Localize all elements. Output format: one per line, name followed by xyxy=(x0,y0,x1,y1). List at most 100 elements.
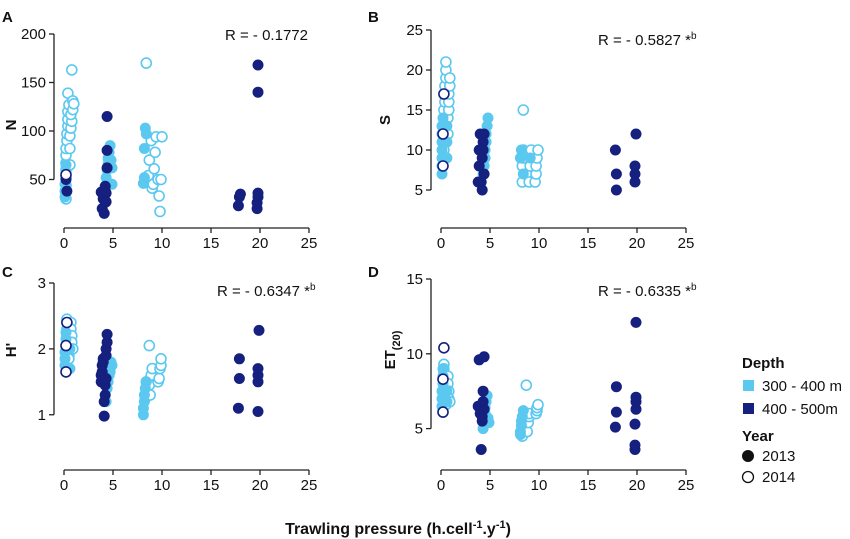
panel-a: A N R = - 0.1772 50 100 150 200 0 5 10 15 20 25 xyxy=(2,9,317,252)
panel-c-x-tick-label: 5 xyxy=(109,477,117,494)
panel-c-ylabel: H' xyxy=(3,343,20,357)
panel-c-point-400-500-2014 xyxy=(61,316,73,329)
panel-a-point-400-500-2013 xyxy=(252,86,264,98)
legend-year-label-2014: 2014 xyxy=(762,469,795,486)
panel-a-y-tick-label: 200 xyxy=(21,26,46,43)
panel-c-point-400-500-2013 xyxy=(100,373,112,384)
panel-c-x-tick-label: 15 xyxy=(203,477,220,494)
panel-b-y-tick-label: 5 xyxy=(415,182,423,199)
panel-a-point-400-500-2013 xyxy=(252,59,264,71)
panel-d-point-400-500-2013 xyxy=(477,385,489,397)
panel-d-x-tick-label: 25 xyxy=(678,477,695,494)
panel-a-point-400-500-2014 xyxy=(60,168,72,181)
legend-year-label-2013: 2013 xyxy=(762,448,795,465)
panel-d-point-400-500-2013 xyxy=(610,381,622,393)
panel-a-point-300-400-2013 xyxy=(138,143,150,154)
panel-d-point-400-500-2014 xyxy=(438,341,450,354)
panel-a-r-value: R = - 0.1772 xyxy=(225,27,308,44)
panel-c-point-300-400-2013 xyxy=(60,326,72,338)
panel-b-x-tick-label: 20 xyxy=(629,235,646,252)
panel-a-point-400-500-2013 xyxy=(101,144,113,156)
panel-b-point-300-400-2013 xyxy=(524,152,536,164)
panel-a-point-400-500-2013 xyxy=(252,187,264,199)
panel-d-x-tick-label: 5 xyxy=(486,477,494,494)
panel-a-point-300-400-2013 xyxy=(138,172,150,184)
legend: Depth 300 - 400 m 400 - 500m Year 2013 2… xyxy=(741,355,842,486)
panel-d-point-300-400-2013 xyxy=(441,385,453,397)
panel-a-point-400-500-2013 xyxy=(234,188,246,200)
panel-b-x-tick-label: 0 xyxy=(437,235,445,252)
panel-b-x-tick-label: 15 xyxy=(580,235,597,252)
legend-year-title: Year xyxy=(742,428,774,445)
panel-d-point-400-500-2013 xyxy=(609,421,621,433)
panel-a-point-300-400-2014 xyxy=(64,142,76,155)
panel-c-point-400-500-2013 xyxy=(253,324,265,336)
panel-c-x-tick-label: 20 xyxy=(252,477,269,494)
panel-b-point-400-500-2014 xyxy=(437,128,449,140)
panel-b-point-400-500-2013 xyxy=(630,128,642,140)
panel-a-point-300-400-2014 xyxy=(68,98,80,110)
legend-depth-label-300-400: 300 - 400 m xyxy=(762,378,842,395)
panel-d-point-400-500-2013 xyxy=(478,403,490,415)
panel-a-point-300-400-2014 xyxy=(149,146,161,159)
panel-d-point-400-500-2013 xyxy=(630,316,642,328)
legend-year-marker-filled xyxy=(742,450,754,462)
panel-b-y-tick-label: 15 xyxy=(406,102,423,119)
panel-c-point-400-500-2013 xyxy=(252,363,264,375)
panel-a-point-300-400-2014 xyxy=(156,131,168,143)
panel-b-point-400-500-2013 xyxy=(609,144,621,156)
panel-a-point-300-400-2013 xyxy=(60,159,72,171)
panel-c-x-tick-label: 25 xyxy=(301,477,318,494)
legend-year-marker-open xyxy=(741,470,755,484)
panel-b-point-300-400-2013 xyxy=(517,168,529,180)
panel-a-point-300-400-2013 xyxy=(140,128,152,140)
panel-b-x-tick-label: 5 xyxy=(486,235,494,252)
panel-b-y-tick-label: 10 xyxy=(406,142,423,159)
panel-b-ylabel: S xyxy=(377,115,394,125)
panel-a-point-400-500-2013 xyxy=(98,207,110,219)
panel-d-point-300-400-2013 xyxy=(441,396,453,408)
panel-b-r-value: R = - 0.5827 *b xyxy=(598,31,697,49)
panel-b-y-tick-label: 25 xyxy=(406,22,423,39)
panel-c-point-400-500-2013 xyxy=(252,406,264,417)
panel-b-point-400-500-2013 xyxy=(478,168,490,180)
panel-a-ylabel: N xyxy=(3,120,20,131)
panel-d: D ET(20) R = - 0.6335 *b 5 10 15 0 5 10 15 20 25 xyxy=(368,264,697,494)
panel-a-point-400-500-2013 xyxy=(101,162,113,174)
panel-b-point-400-500-2014 xyxy=(438,88,450,100)
panel-d-ylabel: ET(20) xyxy=(382,330,403,369)
panel-c-point-400-500-2014 xyxy=(60,366,72,378)
panel-a-point-300-400-2014 xyxy=(154,205,166,218)
panel-a-y-tick-label: 150 xyxy=(21,75,46,92)
panel-b-point-300-400-2014 xyxy=(517,104,530,116)
panel-d-y-tick-label: 5 xyxy=(415,421,423,438)
panel-d-point-300-400-2014 xyxy=(532,398,544,411)
panel-d-point-400-500-2013 xyxy=(610,406,622,418)
panel-b-point-300-400-2013 xyxy=(515,144,527,156)
panel-b-point-400-500-2014 xyxy=(437,160,449,172)
panel-a-point-300-400-2014 xyxy=(143,154,156,166)
panel-c-point-400-500-2013 xyxy=(232,402,244,414)
panel-c: C H' R = - 0.6347 *b 1 2 3 0 5 10 15 20 25 xyxy=(2,264,317,494)
legend-depth-swatch-300-400 xyxy=(743,380,754,391)
panel-b-letter: B xyxy=(368,9,379,26)
panel-d-x-tick-label: 20 xyxy=(629,477,646,494)
panel-b: B S R = - 0.5827 *b 5 10 15 20 25 0 5 10 15 20 25 xyxy=(368,9,697,252)
panel-a-point-300-400-2014 xyxy=(153,190,165,202)
panel-a-x-tick-label: 25 xyxy=(301,235,318,252)
panel-b-point-300-400-2014 xyxy=(443,72,456,84)
panel-d-point-400-500-2013 xyxy=(478,351,490,363)
panel-d-x-tick-label: 15 xyxy=(580,477,597,494)
panel-c-r-value: R = - 0.6347 *b xyxy=(217,282,316,300)
panel-b-point-300-400-2013 xyxy=(482,112,494,124)
panel-c-point-400-500-2014 xyxy=(60,339,72,352)
panel-d-letter: D xyxy=(368,264,379,281)
panel-b-point-400-500-2013 xyxy=(629,160,641,172)
panel-b-point-400-500-2013 xyxy=(610,184,622,196)
panel-d-y-tick-label: 15 xyxy=(406,271,423,288)
legend-depth-label-400-500: 400 - 500m xyxy=(762,401,838,418)
panel-b-point-300-400-2014 xyxy=(440,56,452,68)
panel-c-point-300-400-2014 xyxy=(153,372,165,385)
panel-d-r-value: R = - 0.6335 *b xyxy=(598,282,697,300)
